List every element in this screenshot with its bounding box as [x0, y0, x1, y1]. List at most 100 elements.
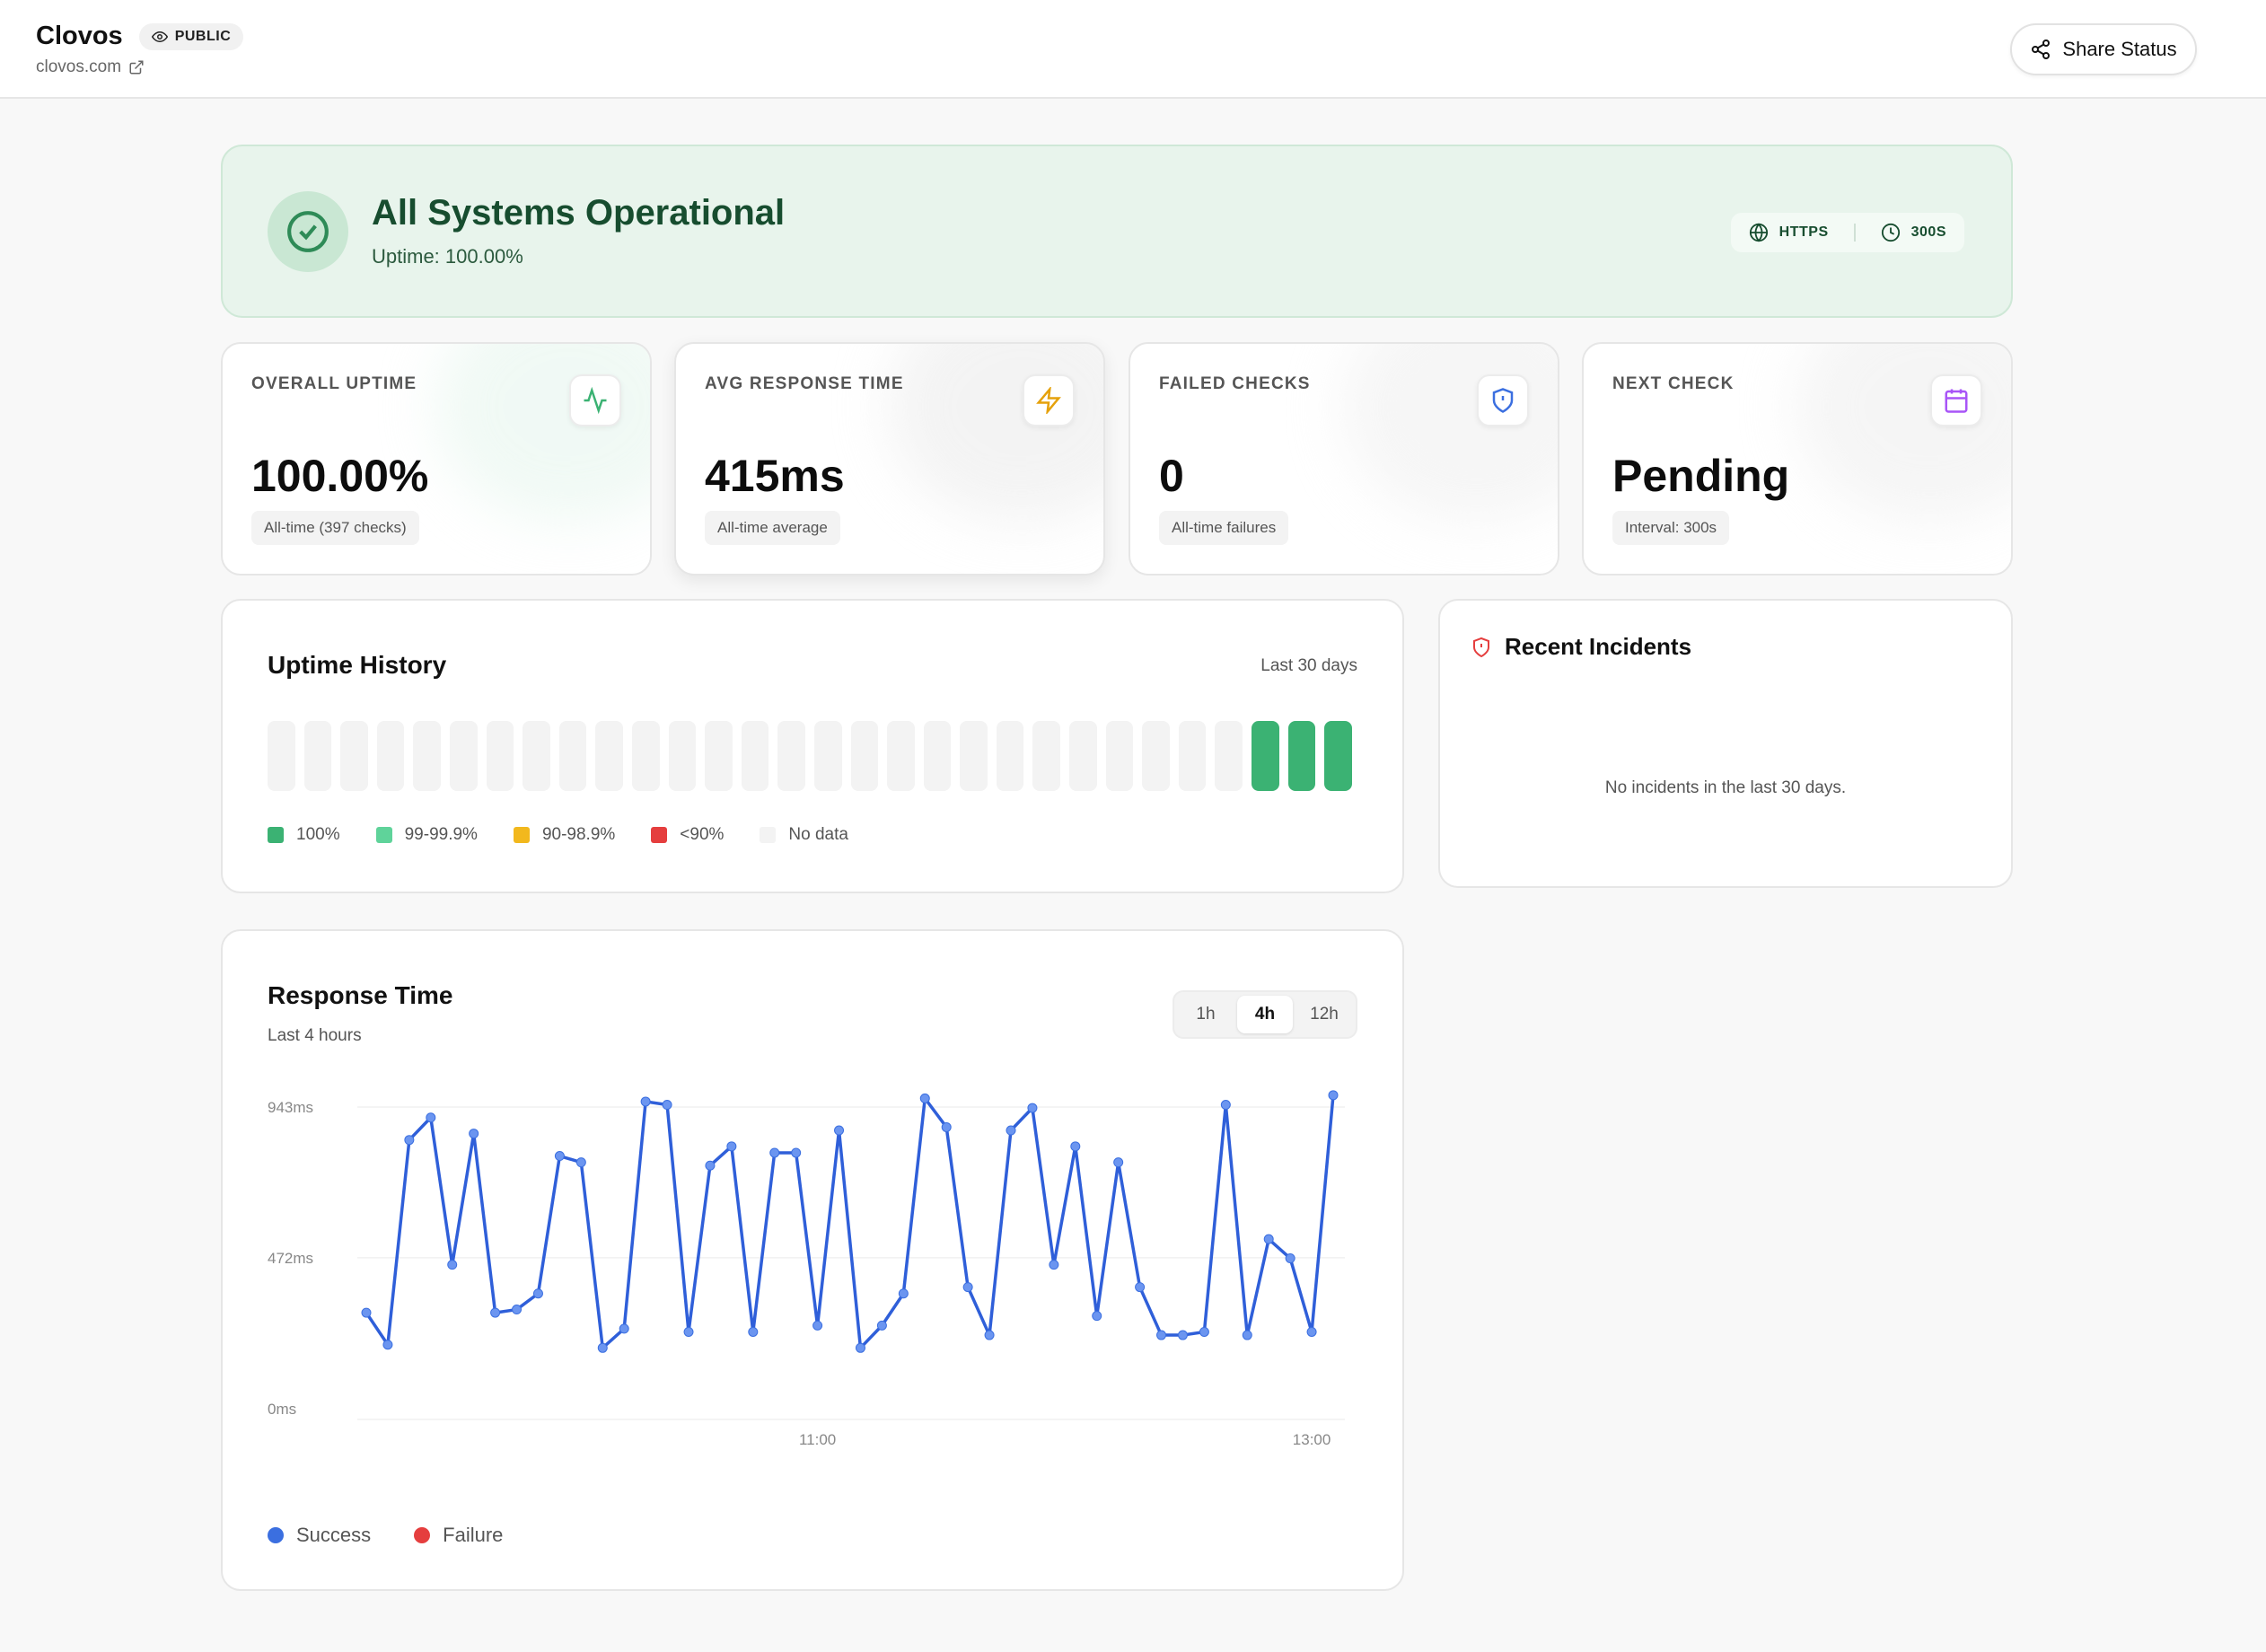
uptime-day-bar[interactable]: [923, 721, 952, 791]
data-point[interactable]: [447, 1260, 458, 1270]
data-point[interactable]: [1027, 1103, 1038, 1113]
data-point[interactable]: [1006, 1125, 1016, 1136]
uptime-day-bar[interactable]: [1142, 721, 1170, 791]
tab-4h[interactable]: 4h: [1237, 996, 1293, 1033]
tab-1h[interactable]: 1h: [1178, 996, 1234, 1033]
data-point[interactable]: [726, 1141, 737, 1152]
brand: Clovos PUBLIC: [36, 22, 244, 51]
uptime-day-bar[interactable]: [449, 721, 478, 791]
uptime-day-bar[interactable]: [996, 721, 1024, 791]
data-point[interactable]: [619, 1323, 629, 1334]
response-time-subtitle: Last 4 hours: [268, 1026, 362, 1045]
data-point[interactable]: [812, 1320, 823, 1331]
top-bar: Clovos PUBLIC clovos.com Share Status: [0, 0, 2266, 99]
data-point[interactable]: [662, 1100, 672, 1111]
uptime-day-bar[interactable]: [1287, 721, 1316, 791]
legend-item: No data: [760, 825, 848, 845]
data-point[interactable]: [962, 1282, 973, 1293]
data-point[interactable]: [1199, 1326, 1209, 1337]
data-point[interactable]: [984, 1330, 995, 1340]
data-point[interactable]: [512, 1305, 523, 1315]
uptime-day-bar[interactable]: [1178, 721, 1207, 791]
data-point[interactable]: [919, 1093, 930, 1103]
uptime-day-bar[interactable]: [303, 721, 332, 791]
incidents-empty-text: No incidents in the last 30 days.: [1604, 778, 1847, 797]
data-point[interactable]: [382, 1340, 393, 1350]
legend-label: Failure: [443, 1524, 504, 1546]
data-point[interactable]: [791, 1147, 802, 1158]
uptime-day-bar[interactable]: [1252, 721, 1279, 791]
data-point[interactable]: [1306, 1326, 1317, 1337]
domain-link[interactable]: clovos.com: [36, 57, 145, 77]
data-point[interactable]: [705, 1160, 716, 1171]
stat-icon-wrap: [1930, 374, 1982, 426]
uptime-day-bar[interactable]: [595, 721, 623, 791]
stat-note: All-time average: [705, 511, 840, 545]
uptime-day-bar[interactable]: [1324, 721, 1352, 791]
data-point[interactable]: [748, 1326, 759, 1337]
data-point[interactable]: [1177, 1330, 1188, 1340]
uptime-day-bar[interactable]: [960, 721, 988, 791]
uptime-day-bar[interactable]: [813, 721, 842, 791]
share-icon: [2032, 40, 2051, 59]
data-point[interactable]: [876, 1320, 887, 1331]
data-point[interactable]: [1156, 1330, 1167, 1340]
uptime-day-bar[interactable]: [850, 721, 879, 791]
data-point[interactable]: [1070, 1141, 1081, 1152]
data-point[interactable]: [426, 1112, 436, 1123]
data-point[interactable]: [683, 1326, 694, 1337]
data-point[interactable]: [1285, 1253, 1295, 1264]
data-point[interactable]: [941, 1121, 952, 1132]
data-point[interactable]: [1113, 1157, 1124, 1168]
data-point[interactable]: [361, 1307, 372, 1318]
stat-value: 100.00%: [251, 451, 429, 501]
data-point[interactable]: [1092, 1311, 1102, 1322]
uptime-day-bar[interactable]: [376, 721, 405, 791]
uptime-day-bar[interactable]: [887, 721, 915, 791]
data-point[interactable]: [1135, 1282, 1146, 1293]
uptime-day-bar[interactable]: [1032, 721, 1061, 791]
series-line-success: [364, 1094, 1335, 1350]
stat-note: All-time failures: [1159, 511, 1289, 545]
uptime-day-bar[interactable]: [1105, 721, 1134, 791]
uptime-day-bar[interactable]: [1069, 721, 1097, 791]
tab-12h[interactable]: 12h: [1296, 996, 1352, 1033]
data-point[interactable]: [898, 1288, 909, 1299]
external-link-icon: [129, 60, 144, 75]
uptime-day-bar[interactable]: [705, 721, 733, 791]
eye-icon: [151, 31, 168, 42]
uptime-day-bar[interactable]: [340, 721, 368, 791]
data-point[interactable]: [1049, 1260, 1059, 1270]
uptime-day-bar[interactable]: [558, 721, 587, 791]
uptime-day-bar[interactable]: [1215, 721, 1243, 791]
data-point[interactable]: [532, 1288, 543, 1299]
data-point[interactable]: [1263, 1234, 1274, 1244]
uptime-day-bar[interactable]: [413, 721, 441, 791]
data-point[interactable]: [769, 1147, 780, 1158]
data-point[interactable]: [1220, 1100, 1231, 1111]
data-point[interactable]: [1242, 1330, 1252, 1340]
data-point[interactable]: [1328, 1090, 1339, 1101]
uptime-day-bar[interactable]: [268, 721, 295, 791]
data-point[interactable]: [554, 1151, 565, 1162]
status-title: All Systems Operational: [372, 193, 786, 233]
data-point[interactable]: [404, 1135, 415, 1146]
recent-incidents-panel: Recent Incidents No incidents in the las…: [1438, 599, 2013, 888]
uptime-day-bar[interactable]: [631, 721, 660, 791]
uptime-day-bar[interactable]: [523, 721, 550, 791]
data-point[interactable]: [855, 1342, 865, 1353]
uptime-day-bar[interactable]: [777, 721, 805, 791]
data-point[interactable]: [834, 1125, 845, 1136]
data-point[interactable]: [490, 1307, 501, 1318]
uptime-day-bar[interactable]: [668, 721, 697, 791]
uptime-day-bar[interactable]: [486, 721, 514, 791]
share-status-button[interactable]: Share Status: [2010, 23, 2197, 75]
data-point[interactable]: [597, 1342, 608, 1353]
data-point[interactable]: [469, 1129, 479, 1139]
data-point[interactable]: [640, 1096, 651, 1107]
data-point[interactable]: [575, 1157, 586, 1168]
uptime-day-bar[interactable]: [741, 721, 769, 791]
brand-name: Clovos: [36, 22, 123, 50]
stat-label: AVG RESPONSE TIME: [705, 374, 904, 393]
response-time-title: Response Time: [268, 981, 453, 1009]
